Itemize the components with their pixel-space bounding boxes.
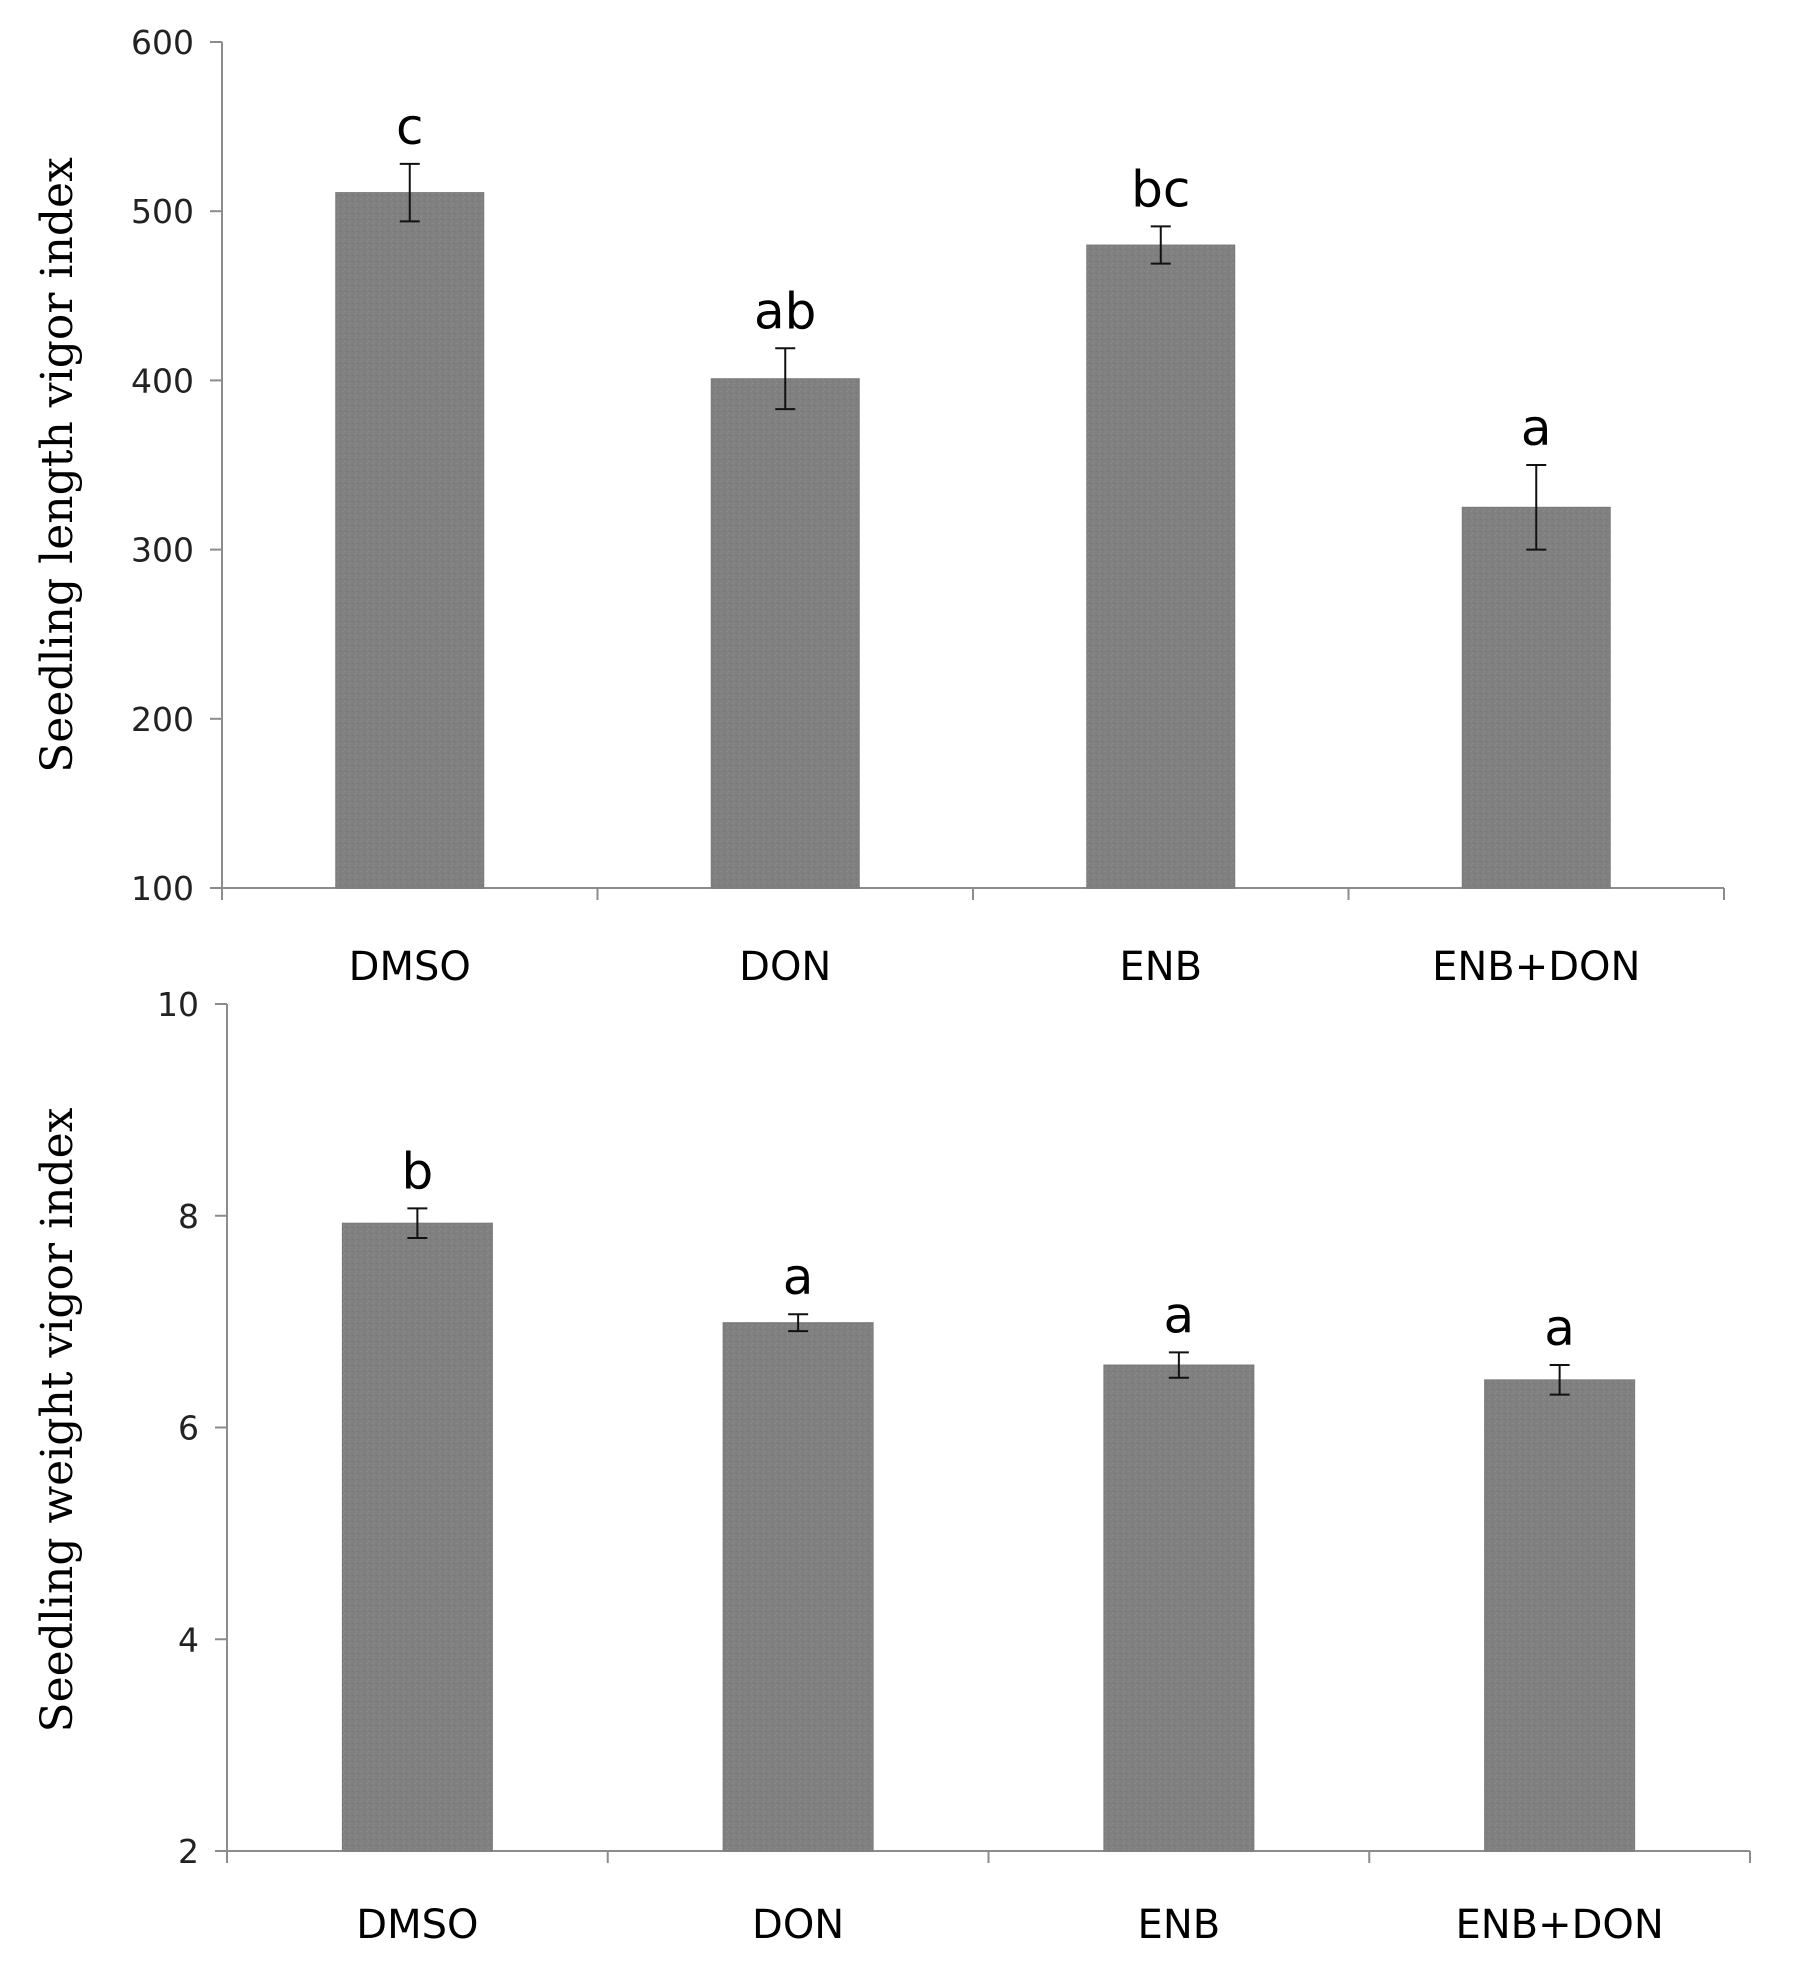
significance-letter: a — [1521, 399, 1552, 457]
significance-letter: bc — [1131, 160, 1190, 218]
x-category-label: DON — [739, 944, 831, 990]
significance-letters: c ab bc a — [396, 98, 1552, 457]
bar-don — [710, 378, 860, 889]
bar-enb — [1086, 244, 1236, 889]
bar-marks — [215, 1003, 1751, 1863]
y-tick-label: 400 — [131, 361, 194, 400]
y-tick-label: 8 — [178, 1197, 199, 1236]
significance-letters: b a a a — [402, 1142, 1575, 1357]
x-category-label: ENB+DON — [1432, 944, 1640, 990]
y-tick-label: 4 — [178, 1620, 199, 1659]
x-category-label: ENB — [1119, 944, 1202, 990]
y-axis-title: Seedling length vigor index — [32, 157, 83, 773]
significance-letter: b — [402, 1142, 434, 1200]
x-category-label: DMSO — [356, 1902, 478, 1948]
significance-letter: ab — [754, 282, 816, 340]
bar-marks — [210, 41, 1725, 900]
x-category-labels: DMSO DON ENB ENB+DON — [349, 944, 1641, 990]
x-category-label: DON — [752, 1902, 844, 1948]
y-tick-label: 200 — [131, 700, 194, 739]
chart-weight-vigor: Seedling weight vigor index 2 4 6 8 10 D… — [32, 985, 1751, 1948]
y-tick-label: 6 — [178, 1409, 199, 1448]
bar-dmso — [341, 1222, 493, 1852]
significance-letter: c — [396, 98, 424, 156]
bar-enb — [1103, 1364, 1255, 1852]
significance-letter: a — [783, 1248, 814, 1306]
x-category-labels: DMSO DON ENB ENB+DON — [356, 1902, 1664, 1948]
x-category-label: DMSO — [349, 944, 471, 990]
y-tick-label: 500 — [131, 192, 194, 231]
bar-dmso — [335, 192, 485, 889]
x-category-label: ENB+DON — [1455, 1902, 1663, 1948]
y-tick-label: 600 — [131, 23, 194, 62]
y-tick-label: 2 — [178, 1832, 199, 1871]
x-category-label: ENB — [1138, 1902, 1221, 1948]
y-tick-label: 300 — [131, 531, 194, 570]
significance-letter: a — [1544, 1299, 1575, 1357]
y-axis-title: Seedling weight vigor index — [32, 1107, 83, 1732]
chart-length-vigor: Seedling length vigor index 100 200 300 … — [32, 23, 1725, 990]
y-tick-label: 10 — [157, 985, 199, 1024]
bar-enb-don — [1461, 506, 1611, 889]
bar-enb-don — [1484, 1379, 1636, 1852]
y-tick-labels: 100 200 300 400 500 600 — [131, 23, 194, 908]
bar-don — [722, 1322, 874, 1852]
y-tick-labels: 2 4 6 8 10 — [157, 985, 199, 1871]
y-tick-label: 100 — [131, 869, 194, 908]
significance-letter: a — [1164, 1286, 1195, 1344]
